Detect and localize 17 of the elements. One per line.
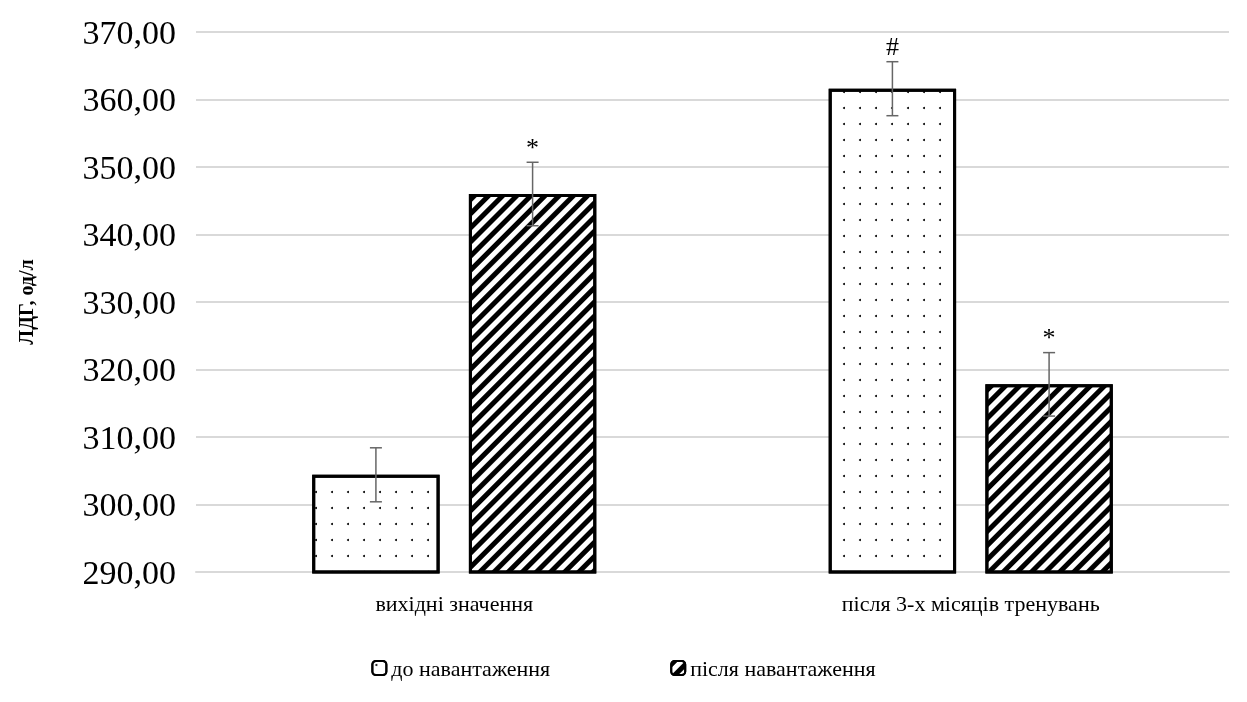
legend-label: після навантаження [690,655,876,681]
legend-label: до навантаження [391,655,551,681]
data-label: * [1042,323,1056,353]
y-tick-label: 350,00 [82,148,176,186]
data-label: # [885,32,899,62]
y-tick-label: 330,00 [82,283,176,321]
y-tick-label: 320,00 [82,351,176,388]
x-tick-label: вихідні значення [375,590,534,616]
y-tick-label: 310,00 [82,418,176,456]
data-label: * [526,132,540,162]
y-tick-label: 340,00 [82,216,176,253]
x-tick-label: після 3-х місяців тренувань [841,590,1100,616]
y-tick-label: 300,00 [82,486,176,523]
y-tick-label: 370,00 [82,13,176,51]
y-tick-label: 360,00 [82,81,176,118]
y-tick-label: 290,00 [82,553,176,591]
y-axis-title: ЛДГ, од/л [15,259,38,345]
